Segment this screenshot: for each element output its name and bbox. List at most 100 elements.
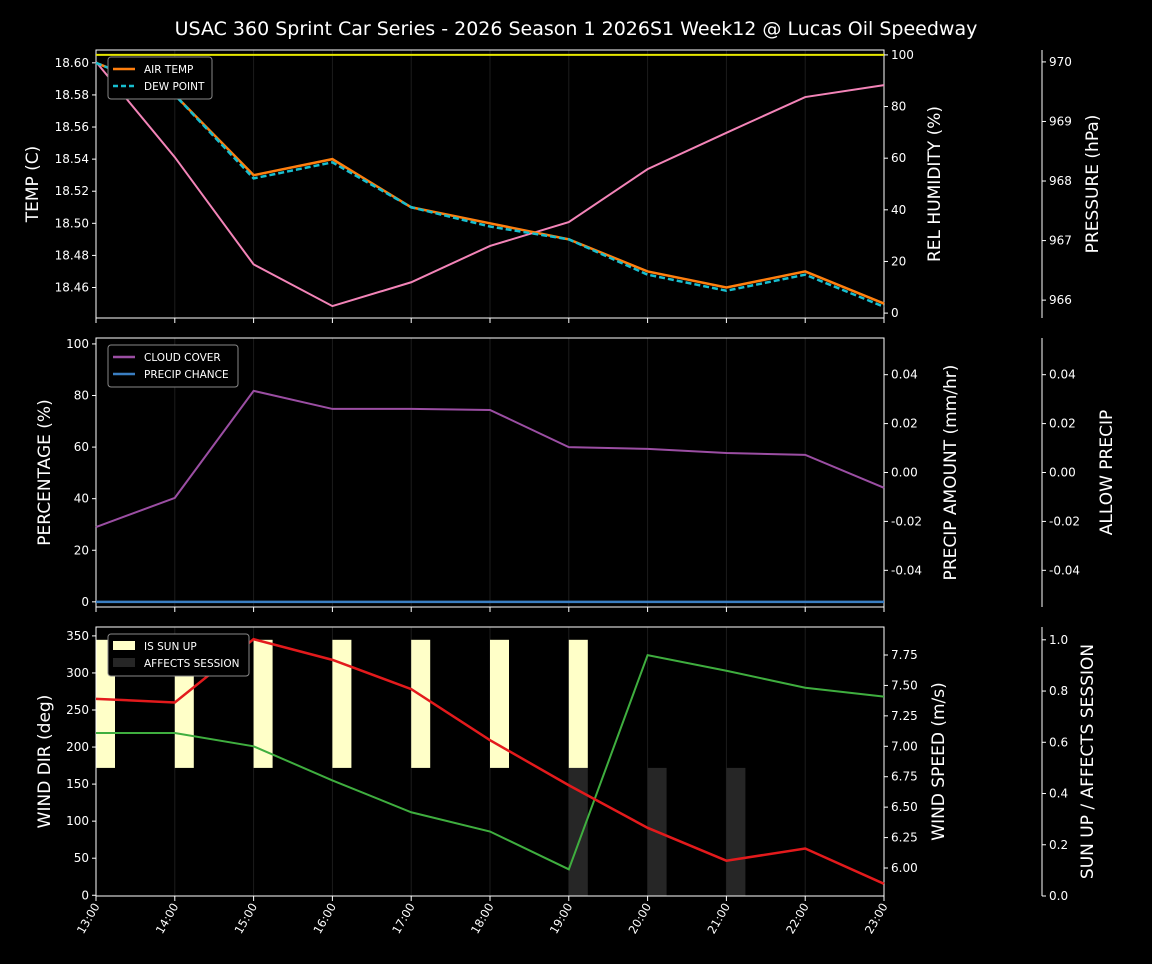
x-tick-label: 18:00 bbox=[468, 901, 497, 937]
y2-axis-label: REL HUMIDITY (%) bbox=[925, 106, 945, 262]
wind-dir-line bbox=[96, 654, 885, 871]
y2-axis-tick-label: 6.25 bbox=[891, 831, 918, 845]
y3-axis-tick-label: 0.0 bbox=[1049, 889, 1068, 903]
y-axis-tick-label: 200 bbox=[66, 740, 89, 754]
legend-box bbox=[107, 344, 239, 388]
legend: CLOUD COVER PRECIP CHANCE bbox=[107, 344, 239, 388]
y2-axis-tick-label: 40 bbox=[891, 203, 906, 217]
y2-axis-tick-label: -0.04 bbox=[891, 563, 922, 577]
y2-axis-tick-label: 0.02 bbox=[891, 417, 918, 431]
y3-axis-tick-label: 966 bbox=[1049, 293, 1072, 307]
y2-axis-tick-label: 0 bbox=[891, 306, 899, 320]
x-tick-label: 13:00 bbox=[74, 901, 103, 937]
sun-up-bar bbox=[411, 639, 431, 768]
x-tick-label: 23:00 bbox=[862, 901, 891, 937]
y3-axis-tick-label: -0.02 bbox=[1049, 514, 1080, 528]
affects-session-bar bbox=[568, 767, 588, 896]
x-tick-label: 20:00 bbox=[625, 901, 654, 937]
y-axis-label: PERCENTAGE (%) bbox=[35, 399, 55, 545]
x-tick-label: 15:00 bbox=[231, 901, 260, 937]
y3-axis-tick-label: 968 bbox=[1049, 174, 1072, 188]
y-axis-tick-label: 150 bbox=[66, 777, 89, 791]
y3-axis-tick-label: 970 bbox=[1049, 55, 1072, 69]
y2-axis-tick-label: 6.50 bbox=[891, 800, 918, 814]
y-axis-tick-label: 50 bbox=[74, 851, 89, 865]
y-axis-label: WIND DIR (deg) bbox=[35, 695, 55, 829]
legend: AIR TEMP DEW POINT bbox=[107, 56, 213, 100]
y-axis-tick-label: 100 bbox=[66, 814, 89, 828]
x-tick-label: 17:00 bbox=[389, 901, 418, 937]
y3-axis-label: PRESSURE (hPa) bbox=[1083, 115, 1103, 254]
cloud-cover-line bbox=[95, 389, 885, 528]
y-axis-tick-label: 100 bbox=[66, 337, 89, 351]
y2-axis-tick-label: 7.75 bbox=[891, 648, 918, 662]
y2-axis-tick-label: 0.04 bbox=[891, 368, 918, 382]
legend-label: IS SUN UP bbox=[144, 641, 197, 653]
y-axis-tick-label: 18.48 bbox=[55, 248, 89, 262]
y3-axis-tick-label: -0.04 bbox=[1049, 563, 1080, 577]
y-axis-tick-label: 18.46 bbox=[55, 281, 89, 295]
y2-axis-tick-label: 20 bbox=[891, 254, 906, 268]
y-axis-tick-label: 40 bbox=[74, 492, 89, 506]
y-axis-tick-label: 18.58 bbox=[55, 88, 89, 102]
x-tick-label: 16:00 bbox=[310, 901, 339, 937]
y2-axis-tick-label: 80 bbox=[891, 100, 906, 114]
legend-label: CLOUD COVER bbox=[144, 352, 221, 364]
legend-swatch bbox=[113, 658, 135, 667]
y2-axis-label: WIND SPEED (m/s) bbox=[929, 682, 949, 840]
legend-swatch bbox=[113, 641, 135, 650]
y3-axis-tick-label: 0.02 bbox=[1049, 417, 1076, 431]
sun-up-bar bbox=[253, 639, 273, 768]
y-axis-tick-label: 80 bbox=[74, 389, 89, 403]
y-axis-tick-label: 0 bbox=[81, 595, 89, 609]
x-tick-label: 14:00 bbox=[153, 901, 182, 937]
pressure-line bbox=[95, 61, 885, 308]
sun-up-bar bbox=[568, 639, 588, 768]
y-axis-tick-label: 350 bbox=[66, 629, 89, 643]
y3-axis-label: ALLOW PRECIP bbox=[1097, 410, 1117, 536]
affects-session-bar bbox=[726, 767, 746, 896]
sun-up-bar bbox=[332, 639, 352, 768]
legend: IS SUN UP AFFECTS SESSION bbox=[107, 633, 250, 677]
y-axis-tick-label: 18.56 bbox=[55, 120, 89, 134]
legend-label: DEW POINT bbox=[144, 81, 205, 93]
sun-up-bar bbox=[490, 639, 509, 768]
legend-label: PRECIP CHANCE bbox=[144, 369, 229, 381]
y-axis-tick-label: 18.54 bbox=[55, 152, 89, 166]
y3-axis-tick-label: 0.04 bbox=[1049, 368, 1076, 382]
y2-axis-label: PRECIP AMOUNT (mm/hr) bbox=[941, 365, 961, 581]
y-axis-label: TEMP (C) bbox=[23, 146, 43, 224]
y-axis-tick-label: 20 bbox=[74, 543, 89, 557]
y3-axis-tick-label: 0.00 bbox=[1049, 466, 1076, 480]
legend-box bbox=[107, 56, 213, 100]
y-axis-tick-label: 300 bbox=[66, 666, 89, 680]
y2-axis-tick-label: 7.00 bbox=[891, 739, 918, 753]
y2-axis-tick-label: 0.00 bbox=[891, 466, 918, 480]
y3-axis-tick-label: 1.0 bbox=[1049, 633, 1068, 647]
y2-axis-tick-label: 6.00 bbox=[891, 861, 918, 875]
y2-axis-tick-label: 7.25 bbox=[891, 709, 918, 723]
x-tick-label: 21:00 bbox=[704, 901, 733, 937]
legend-label: AIR TEMP bbox=[144, 64, 193, 76]
y-axis-tick-label: 250 bbox=[66, 703, 89, 717]
y-axis-tick-label: 60 bbox=[74, 440, 89, 454]
legend-label: AFFECTS SESSION bbox=[144, 658, 240, 670]
y-axis-tick-label: 18.52 bbox=[55, 184, 89, 198]
y3-axis-tick-label: 967 bbox=[1049, 234, 1072, 248]
y3-axis-label: SUN UP / AFFECTS SESSION bbox=[1078, 644, 1098, 879]
x-tick-label: 22:00 bbox=[783, 901, 812, 937]
y3-axis-tick-label: 0.8 bbox=[1049, 684, 1068, 698]
y-axis-tick-label: 0 bbox=[81, 888, 89, 902]
y2-axis-tick-label: 7.50 bbox=[891, 678, 918, 692]
y3-axis-tick-label: 0.4 bbox=[1049, 787, 1068, 801]
y3-axis-tick-label: 0.6 bbox=[1049, 735, 1068, 749]
y3-axis-tick-label: 0.2 bbox=[1049, 838, 1068, 852]
y-axis-tick-label: 18.60 bbox=[55, 56, 89, 70]
y2-axis-tick-label: -0.02 bbox=[891, 514, 922, 528]
air-temp-line bbox=[95, 61, 885, 305]
y-axis-tick-label: 18.50 bbox=[55, 216, 89, 230]
y2-axis-tick-label: 60 bbox=[891, 151, 906, 165]
y2-axis-tick-label: 100 bbox=[891, 48, 914, 62]
x-tick-label: 19:00 bbox=[547, 901, 576, 937]
